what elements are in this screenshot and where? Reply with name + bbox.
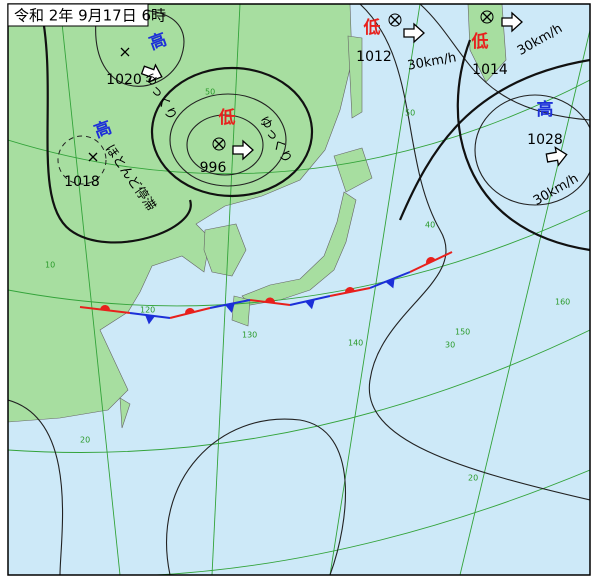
low-center-cross <box>482 12 492 22</box>
warm-symbol <box>265 297 275 304</box>
motion-arrow <box>545 146 568 167</box>
front-segment <box>129 312 171 319</box>
title: 令和 2年 9月17日 6時 <box>14 7 166 25</box>
longitude-label: 140 <box>348 339 363 348</box>
cold-symbol <box>385 278 395 289</box>
low-center <box>388 13 402 27</box>
system-kind: 低 <box>471 31 489 52</box>
pressure: 996 <box>200 160 227 176</box>
honshu <box>241 191 357 306</box>
latitude-label: 40 <box>425 221 435 230</box>
longitude-label: 130 <box>242 331 257 340</box>
latitude-label: 20 <box>468 474 478 483</box>
motion-arrow <box>232 139 254 161</box>
longitude-label: 120 <box>140 306 155 315</box>
grid-labels: 50 50 40 30 20 20 10 120 130 140 150 160 <box>45 88 570 483</box>
sakhalin <box>347 35 363 119</box>
system-kind: 高 <box>91 117 114 143</box>
latitude-label: 30 <box>445 341 455 350</box>
motion-arrow <box>501 11 523 33</box>
pressure: 1020 <box>106 72 142 88</box>
cold-symbol <box>305 299 315 310</box>
stationary-front <box>79 251 453 325</box>
pressure: 1028 <box>527 132 563 148</box>
motion-arrow <box>140 63 163 84</box>
latitude-label: 50 <box>205 88 215 97</box>
system-kind: 高 <box>146 29 169 55</box>
title-box <box>7 3 149 27</box>
latitude-label: 20 <box>80 436 90 445</box>
pressure: 1014 <box>472 62 508 78</box>
warm-symbol <box>185 308 195 315</box>
korea <box>203 223 247 277</box>
low-center-cross <box>214 139 224 149</box>
system-kind: 高 <box>537 99 554 120</box>
warm-symbol <box>100 305 110 311</box>
warm-symbol <box>345 287 355 293</box>
latitude-label: 10 <box>45 261 55 270</box>
system-kind: 低 <box>363 17 381 38</box>
low-center-cross <box>390 15 400 25</box>
cold-symbol <box>225 303 235 313</box>
pressure: 1012 <box>356 49 392 65</box>
hokkaido <box>333 147 373 193</box>
isobars <box>8 4 590 575</box>
high-center <box>88 152 98 162</box>
low-center <box>480 10 494 24</box>
cold-symbol <box>145 314 155 325</box>
taiwan <box>119 397 131 429</box>
warm-symbol <box>426 257 436 265</box>
high-center <box>120 47 130 57</box>
system-kind: 低 <box>218 107 236 128</box>
frame <box>7 3 591 576</box>
latitude-label: 50 <box>405 109 415 118</box>
longitude-label: 160 <box>555 298 570 307</box>
continent <box>8 4 353 423</box>
pressure: 1018 <box>64 174 100 190</box>
motion-arrow <box>403 22 425 44</box>
low-center <box>212 137 226 151</box>
longitude-label: 150 <box>455 328 470 337</box>
